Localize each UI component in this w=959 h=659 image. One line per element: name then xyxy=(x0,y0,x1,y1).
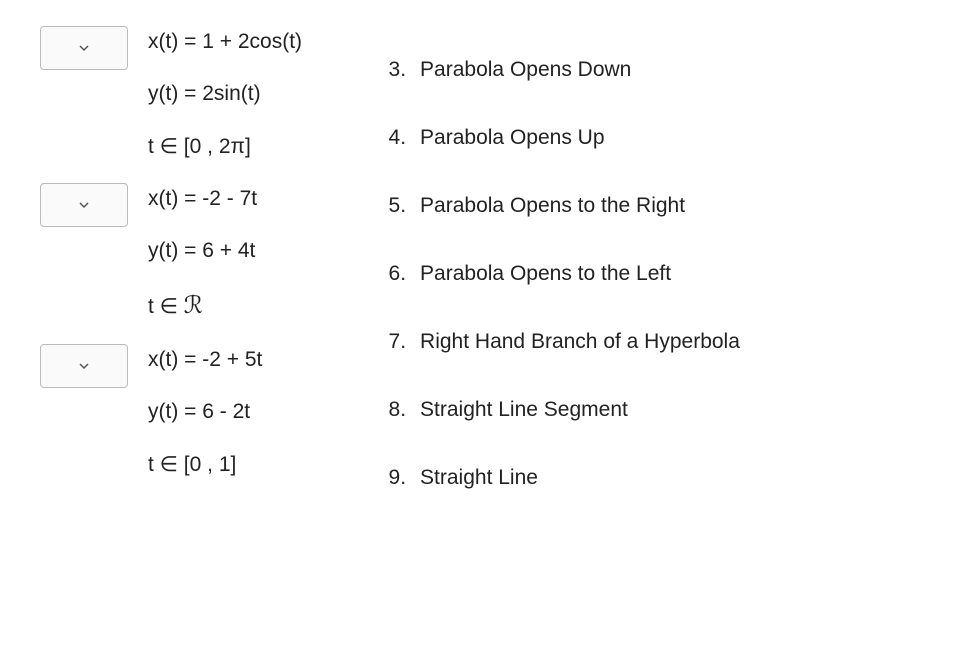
equation-text: y(t) = 6 + 4t xyxy=(148,239,257,263)
equation-set-1: x(t) = 1 + 2cos(t) y(t) = 2sin(t) t ∈ [0… xyxy=(148,30,302,159)
equation-set-3: x(t) = -2 + 5t y(t) = 6 - 2t t ∈ [0 , 1] xyxy=(148,348,262,477)
question-group-3: x(t) = -2 + 5t y(t) = 6 - 2t t ∈ [0 , 1] xyxy=(40,348,302,477)
answer-number: 9. xyxy=(382,466,406,490)
answer-dropdown-2[interactable] xyxy=(40,183,128,227)
equation-text: t ∈ [0 , 1] xyxy=(148,452,262,477)
answer-dropdown-1[interactable] xyxy=(40,26,128,70)
answer-text: Parabola Opens Up xyxy=(420,126,604,150)
dropdown-wrapper xyxy=(40,183,128,227)
equation-text: x(t) = -2 + 5t xyxy=(148,348,262,372)
answer-number: 8. xyxy=(382,398,406,422)
equation-text: x(t) = -2 - 7t xyxy=(148,187,257,211)
main-container: x(t) = 1 + 2cos(t) y(t) = 2sin(t) t ∈ [0… xyxy=(40,30,919,490)
answer-option-8: 8. Straight Line Segment xyxy=(382,398,740,422)
answer-text: Straight Line Segment xyxy=(420,398,628,422)
equation-set-2: x(t) = -2 - 7t y(t) = 6 + 4t t ∈ ℛ xyxy=(148,187,257,320)
dropdown-wrapper xyxy=(40,344,128,388)
equation-text: y(t) = 6 - 2t xyxy=(148,400,262,424)
dropdown-wrapper xyxy=(40,26,128,70)
answer-number: 3. xyxy=(382,58,406,82)
equation-text: y(t) = 2sin(t) xyxy=(148,82,302,106)
equation-text: x(t) = 1 + 2cos(t) xyxy=(148,30,302,54)
answer-text: Right Hand Branch of a Hyperbola xyxy=(420,330,740,354)
answer-text: Parabola Opens to the Right xyxy=(420,194,685,218)
equation-text: t ∈ [0 , 2π] xyxy=(148,134,302,159)
answer-number: 7. xyxy=(382,330,406,354)
answer-option-6: 6. Parabola Opens to the Left xyxy=(382,262,740,286)
answer-option-5: 5. Parabola Opens to the Right xyxy=(382,194,740,218)
answer-text: Parabola Opens to the Left xyxy=(420,262,671,286)
answer-text: Parabola Opens Down xyxy=(420,58,631,82)
answer-dropdown-3[interactable] xyxy=(40,344,128,388)
answer-option-4: 4. Parabola Opens Up xyxy=(382,126,740,150)
chevron-down-icon xyxy=(78,360,90,372)
answer-number: 4. xyxy=(382,126,406,150)
answer-option-3: 3. Parabola Opens Down xyxy=(382,58,740,82)
chevron-down-icon xyxy=(78,199,90,211)
questions-column: x(t) = 1 + 2cos(t) y(t) = 2sin(t) t ∈ [0… xyxy=(40,30,302,490)
answer-number: 5. xyxy=(382,194,406,218)
answer-number: 6. xyxy=(382,262,406,286)
answer-text: Straight Line xyxy=(420,466,538,490)
answers-column: 3. Parabola Opens Down 4. Parabola Opens… xyxy=(382,30,740,490)
question-group-1: x(t) = 1 + 2cos(t) y(t) = 2sin(t) t ∈ [0… xyxy=(40,30,302,159)
question-group-2: x(t) = -2 - 7t y(t) = 6 + 4t t ∈ ℛ xyxy=(40,187,302,320)
answer-option-7: 7. Right Hand Branch of a Hyperbola xyxy=(382,330,740,354)
answer-option-9: 9. Straight Line xyxy=(382,466,740,490)
chevron-down-icon xyxy=(78,42,90,54)
equation-text: t ∈ ℛ xyxy=(148,291,257,320)
